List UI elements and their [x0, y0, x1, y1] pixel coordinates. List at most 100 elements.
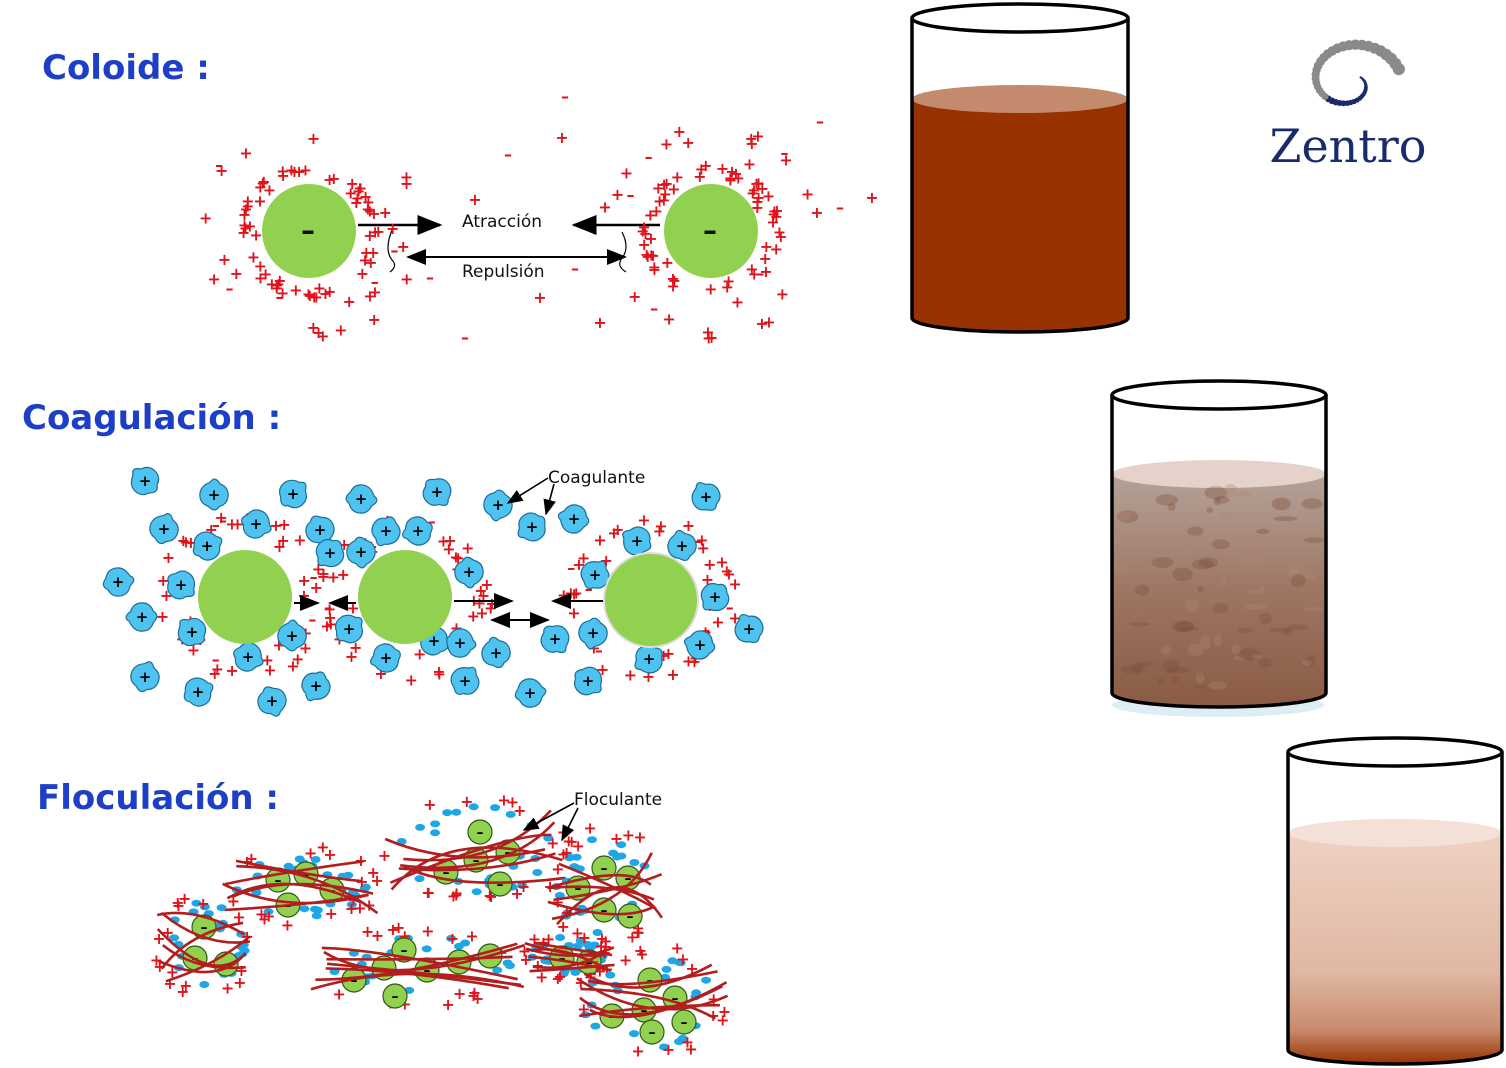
- coagulante-label: Coagulante: [548, 468, 645, 488]
- coagulant-molecule: +: [229, 638, 267, 676]
- svg-text:+: +: [112, 573, 125, 591]
- svg-text:+: +: [343, 620, 356, 638]
- ion-sign: +: [361, 922, 374, 941]
- ion-sign: +: [578, 928, 591, 947]
- svg-text:+: +: [287, 485, 300, 503]
- svg-text:+: +: [743, 620, 756, 638]
- ion-sign: +: [442, 540, 455, 559]
- ion-sign: +: [324, 904, 337, 923]
- ion-sign: +: [404, 671, 417, 690]
- ion-sign: +: [770, 207, 783, 226]
- ion-sign: +: [362, 193, 375, 212]
- ion-sign: +: [263, 181, 276, 200]
- svg-text:–: –: [601, 903, 608, 919]
- coagulant-molecule: +: [619, 523, 655, 559]
- ion-sign: +: [637, 218, 650, 237]
- ion-sign: +: [610, 829, 623, 848]
- ion-sign: +: [276, 531, 289, 550]
- ion-sign: +: [758, 249, 771, 268]
- coagulant-molecule: +: [368, 513, 404, 549]
- ion-sign: +: [865, 188, 878, 207]
- ion-sign: +: [762, 186, 775, 205]
- ion-sign: –: [561, 87, 569, 106]
- svg-text:+: +: [454, 634, 467, 652]
- ion-sign: +: [441, 995, 454, 1014]
- ion-sign: +: [323, 282, 336, 301]
- ion-sign: +: [571, 837, 584, 856]
- svg-text:–: –: [601, 861, 608, 877]
- beaker-coagulacion: [1110, 379, 1328, 717]
- ion-sign: +: [667, 179, 680, 198]
- ion-sign: –: [276, 287, 284, 306]
- ion-sign: +: [535, 968, 548, 987]
- ion-sign: +: [363, 226, 376, 245]
- floculante-pointer-2: [561, 807, 579, 842]
- beaker-coloide: [910, 2, 1130, 334]
- ion-sign: +: [722, 564, 735, 583]
- ion-sign: +: [653, 191, 666, 210]
- ion-sign: +: [353, 178, 366, 197]
- ion-sign: +: [635, 944, 648, 963]
- ion-sign: +: [312, 323, 325, 342]
- coagulacion-title: Coagulación :: [22, 398, 282, 438]
- coagulant-molecule: +: [572, 665, 604, 697]
- svg-text:–: –: [275, 873, 282, 889]
- coagulante-pointer-2: [543, 483, 556, 516]
- floculante-label: Floculante: [574, 790, 662, 810]
- ion-sign: +: [619, 950, 632, 969]
- ion-sign: +: [355, 872, 368, 891]
- ion-sign: +: [351, 189, 364, 208]
- ion-sign: +: [760, 237, 773, 256]
- ion-sign: +: [366, 243, 379, 262]
- ion-sign: +: [636, 222, 649, 241]
- ion-sign: +: [553, 967, 566, 986]
- coagulant-molecule: +: [578, 558, 612, 592]
- ion-sign: +: [762, 313, 775, 332]
- svg-text:+: +: [431, 483, 444, 501]
- ion-sign: +: [178, 889, 191, 908]
- ion-sign: +: [258, 910, 271, 929]
- svg-text:+: +: [314, 521, 327, 539]
- ion-sign: +: [743, 154, 756, 173]
- ion-sign: –: [571, 259, 579, 278]
- coagulant-molecule: +: [341, 532, 381, 572]
- floculante-pointer-1: [522, 802, 575, 831]
- coagulant-molecule: +: [301, 511, 339, 549]
- ion-sign: –: [391, 241, 399, 260]
- ion-sign: +: [196, 894, 209, 913]
- ion-sign: +: [644, 205, 657, 224]
- ion-sign: +: [711, 612, 724, 631]
- svg-text:+: +: [324, 544, 337, 562]
- ion-sign: +: [533, 288, 546, 307]
- svg-text:–: –: [647, 973, 654, 989]
- ion-sign: +: [316, 838, 329, 857]
- ion-sign: +: [361, 200, 374, 219]
- ion-sign: +: [285, 161, 298, 180]
- ion-sign: +: [766, 213, 779, 232]
- ion-sign: +: [626, 928, 639, 947]
- ion-sign: +: [646, 246, 659, 265]
- ion-sign: +: [221, 978, 234, 997]
- ion-sign: +: [551, 892, 564, 911]
- ion-sign: +: [751, 127, 764, 146]
- svg-text:+: +: [192, 683, 205, 701]
- ion-sign: +: [156, 571, 169, 590]
- ion-sign: +: [801, 185, 814, 204]
- ion-sign: +: [752, 174, 765, 193]
- svg-text:+: +: [266, 692, 279, 710]
- ion-sign: +: [386, 219, 399, 238]
- ion-sign: +: [254, 178, 267, 197]
- ion-sign: +: [320, 616, 333, 635]
- ion-sign: +: [471, 989, 484, 1008]
- ion-sign: +: [732, 169, 745, 188]
- svg-text:+: +: [490, 644, 503, 662]
- coagulant-molecule: +: [272, 616, 312, 656]
- coagulant-molecule: +: [573, 613, 613, 653]
- ion-sign: +: [386, 920, 399, 939]
- ion-sign: –: [215, 156, 223, 175]
- ion-sign: +: [639, 224, 652, 243]
- ion-sign: +: [199, 209, 212, 228]
- coagulant-molecule: +: [680, 625, 720, 665]
- ion-sign: +: [724, 170, 737, 189]
- coagulant-molecule: +: [440, 623, 480, 663]
